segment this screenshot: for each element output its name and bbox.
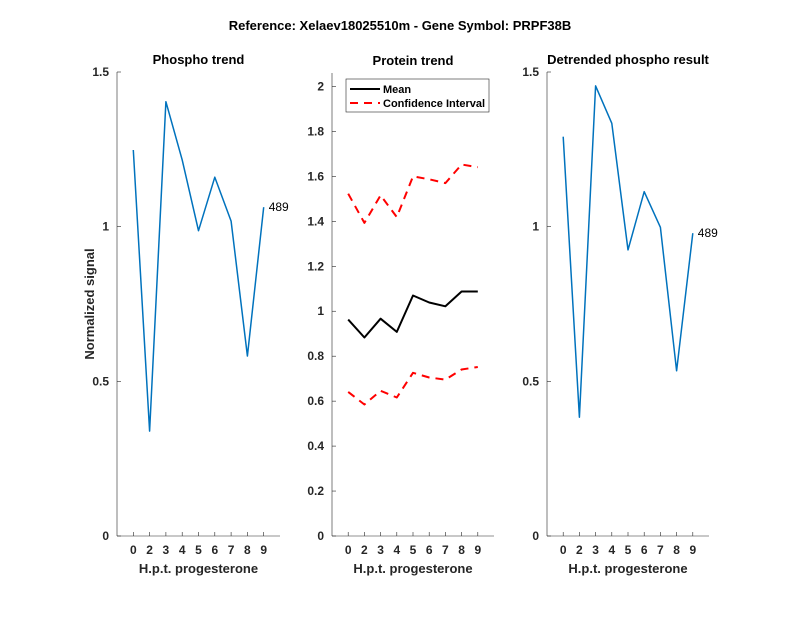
x-tick-label: 6 [641,543,648,557]
x-tick-label: 7 [228,543,235,557]
x-tick-label: 9 [260,543,267,557]
legend-box [345,78,490,113]
panel-2: 00.20.40.60.811.21.41.61.820 2 3 4 5 6 7 8 9Prot… [307,53,494,576]
y-tick-label: 1.8 [307,124,324,138]
y-tick-label: 1.2 [307,259,324,273]
x-tick-label: 5 [195,543,202,557]
x-axis-label: H.p.t. progesterone [353,561,472,576]
x-tick-label: 2 [146,543,153,557]
y-axis-label: Normalized signal [82,248,97,359]
x-tick-label: 4 [608,543,615,557]
x-tick-label: 3 [377,543,384,557]
series-annotation: 489 [269,200,289,214]
series-line-mean [347,290,478,339]
x-axis-label: H.p.t. progesterone [568,561,687,576]
x-tick-label: 7 [442,543,449,557]
legend: Mean Confidence Interval [345,78,490,113]
x-tick-label: 4 [393,543,400,557]
y-tick-label: 1.4 [307,214,324,228]
y-tick-label: 0 [532,529,539,543]
y-tick-label: 2 [317,79,324,93]
x-tick-label: 7 [657,543,664,557]
y-tick-label: 0.8 [307,349,324,363]
series-line-confidence-interval [347,163,478,224]
series-line-confidence-interval-lower [347,366,478,406]
series-annotation: 489 [698,226,718,240]
y-tick-label: 1 [532,220,539,234]
y-tick-label: 1.5 [522,65,539,79]
y-tick-label: 0.4 [307,439,324,453]
y-tick-label: 0 [102,529,109,543]
x-tick-label: 8 [458,543,465,557]
x-tick-label: 6 [426,543,433,557]
x-tick-label: 3 [163,543,170,557]
y-tick-label: 0.5 [522,374,539,388]
x-tick-label: 2 [361,543,368,557]
x-tick-label: 3 [592,543,599,557]
figure-suptitle: Reference: Xelaev18025510m - Gene Symbol… [229,18,572,33]
y-tick-label: 1.6 [307,169,324,183]
panel-title: Phospho trend [153,52,245,67]
y-tick-label: 1 [317,304,324,318]
x-tick-label: 4 [179,543,186,557]
y-tick-label: 0 [317,529,324,543]
x-tick-label: 9 [474,543,481,557]
y-tick-label: 0.5 [92,374,109,388]
x-tick-label: 8 [244,543,251,557]
y-tick-label: 0.2 [307,484,324,498]
x-tick-label: 9 [689,543,696,557]
x-tick-label: 0 [560,543,567,557]
x-tick-label: 5 [625,543,632,557]
y-tick-label: 1.5 [92,65,109,79]
series-line-489 [132,100,265,432]
legend-label: Confidence Interval [383,98,485,110]
x-tick-label: 6 [211,543,218,557]
y-tick-label: 1 [102,220,109,234]
x-axis-label: H.p.t. progesterone [139,561,258,576]
legend-label: Mean [383,84,411,96]
series-line-489 [562,85,694,418]
x-tick-label: 0 [130,543,137,557]
x-tick-label: 0 [345,543,352,557]
x-tick-label: 5 [410,543,417,557]
panel-title: Protein trend [373,53,454,68]
panel-title: Detrended phospho result [547,52,709,67]
y-tick-label: 0.6 [307,394,324,408]
x-tick-label: 2 [576,543,583,557]
x-tick-label: 8 [673,543,680,557]
